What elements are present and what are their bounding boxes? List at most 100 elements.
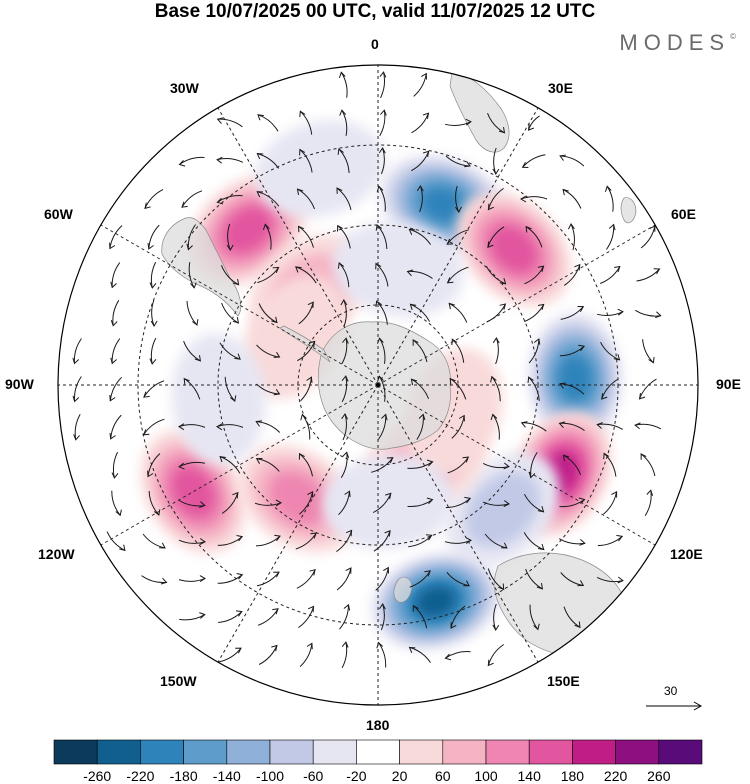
wind-arrowhead	[533, 338, 541, 345]
wind-streamline	[144, 189, 164, 209]
wind-streamline	[338, 491, 350, 516]
wind-arrowhead	[190, 282, 197, 289]
meridian-line	[217, 384, 379, 663]
wind-arrowhead	[501, 542, 508, 549]
wind-arrowhead	[613, 354, 621, 361]
wind-streamline	[376, 224, 388, 250]
wind-arrowhead	[527, 376, 534, 383]
wind-streamline	[407, 461, 433, 469]
wind-arrowhead	[109, 394, 116, 402]
lon-label-60w: 60W	[44, 206, 73, 222]
wind-streamline	[409, 646, 431, 663]
wind-streamline	[560, 572, 584, 586]
colorbar-tick-label: -180	[169, 768, 198, 784]
wind-arrowhead	[236, 573, 244, 580]
wind-streamline	[73, 338, 82, 364]
wind-arrowhead	[537, 265, 545, 272]
wind-arrowhead	[385, 492, 392, 500]
wind-arrowhead	[490, 375, 497, 383]
wind-streamline	[523, 532, 544, 551]
wind-arrowhead	[596, 422, 603, 429]
wind-arrowhead	[307, 301, 314, 309]
wind-streamline	[112, 300, 120, 326]
wind-streamline	[635, 423, 662, 430]
wind-streamline	[186, 300, 198, 326]
colorbar	[53, 739, 703, 765]
anomaly-contour	[322, 454, 455, 550]
wind-arrowhead	[490, 413, 498, 421]
wind-arrowhead	[492, 337, 500, 344]
brand-name: MODES	[619, 30, 731, 55]
wind-arrowhead	[232, 317, 240, 324]
wind-streamline	[299, 491, 314, 515]
wind-arrowhead	[537, 506, 545, 513]
wind-arrowhead	[499, 303, 507, 310]
wind-streamline	[559, 345, 585, 357]
wind-arrowhead	[487, 203, 495, 211]
wind-arrowhead	[341, 413, 349, 420]
wind-arrowhead	[307, 605, 315, 613]
wind-arrowhead	[503, 462, 510, 470]
wind-arrowhead	[110, 281, 117, 289]
wind-streamline	[73, 376, 82, 402]
wind-streamline	[560, 306, 584, 320]
lon-label-90w: 90W	[5, 376, 34, 392]
wind-streamline	[522, 154, 546, 168]
colorbar-swatch	[312, 739, 357, 765]
wind-arrowhead	[653, 268, 661, 275]
wind-arrowhead	[577, 580, 585, 587]
wind-streamline	[523, 493, 544, 513]
wind-arrowhead	[298, 452, 305, 460]
colorbar-swatch	[572, 739, 616, 765]
wind-streamline	[528, 376, 540, 401]
wind-streamline	[299, 643, 313, 667]
wind-streamline	[640, 453, 656, 477]
colorbar-tick-label: -260	[83, 768, 112, 784]
wind-arrowhead	[616, 534, 624, 542]
wind-arrowhead	[386, 457, 394, 464]
wind-arrowhead	[649, 225, 656, 232]
wind-streamline	[375, 263, 389, 287]
wind-arrowhead	[558, 421, 566, 429]
wind-arrowhead	[147, 243, 154, 250]
wind-arrowhead	[192, 319, 199, 326]
wind-arrowhead	[646, 489, 654, 496]
wind-streamline	[256, 344, 280, 358]
wind-arrowhead	[379, 71, 387, 78]
wind-arrowhead	[256, 191, 264, 198]
wind-streamline	[491, 376, 501, 402]
wind-streamline	[447, 266, 469, 284]
lon-label-120w: 120W	[38, 546, 75, 562]
wind-vectors	[72, 71, 662, 669]
wind-streamline	[295, 532, 317, 550]
wind-streamline	[219, 342, 241, 360]
colorbar-tick-label: -220	[126, 768, 155, 784]
wind-streamline	[217, 118, 243, 128]
wind-arrowhead	[229, 395, 237, 403]
wind-streamline	[379, 337, 386, 364]
wind-arrowhead	[464, 496, 472, 504]
wind-streamline	[221, 302, 239, 324]
anomaly-contour	[223, 206, 272, 253]
wind-streamline	[341, 338, 348, 365]
wind-arrowhead	[378, 147, 386, 154]
wind-arrowhead	[537, 543, 545, 551]
wind-streamline	[336, 567, 352, 591]
wind-arrowhead	[256, 153, 264, 160]
wind-arrowhead	[614, 265, 621, 273]
wind-arrowhead	[150, 320, 158, 327]
colorbar-swatch	[442, 739, 487, 765]
wind-streamline	[448, 302, 468, 323]
wind-streamline	[644, 490, 652, 516]
wind-streamline	[254, 502, 282, 506]
wind-arrowhead	[449, 377, 456, 385]
wind-streamline	[407, 499, 433, 508]
wind-arrowhead	[342, 451, 350, 458]
wind-streamline	[606, 186, 614, 212]
wind-streamline	[216, 424, 244, 428]
wind-streamline	[183, 378, 201, 400]
wind-arrowhead	[383, 566, 389, 574]
wind-streamline	[447, 456, 469, 474]
wind-arrowhead	[271, 644, 278, 652]
wind-arrowhead	[525, 225, 532, 233]
